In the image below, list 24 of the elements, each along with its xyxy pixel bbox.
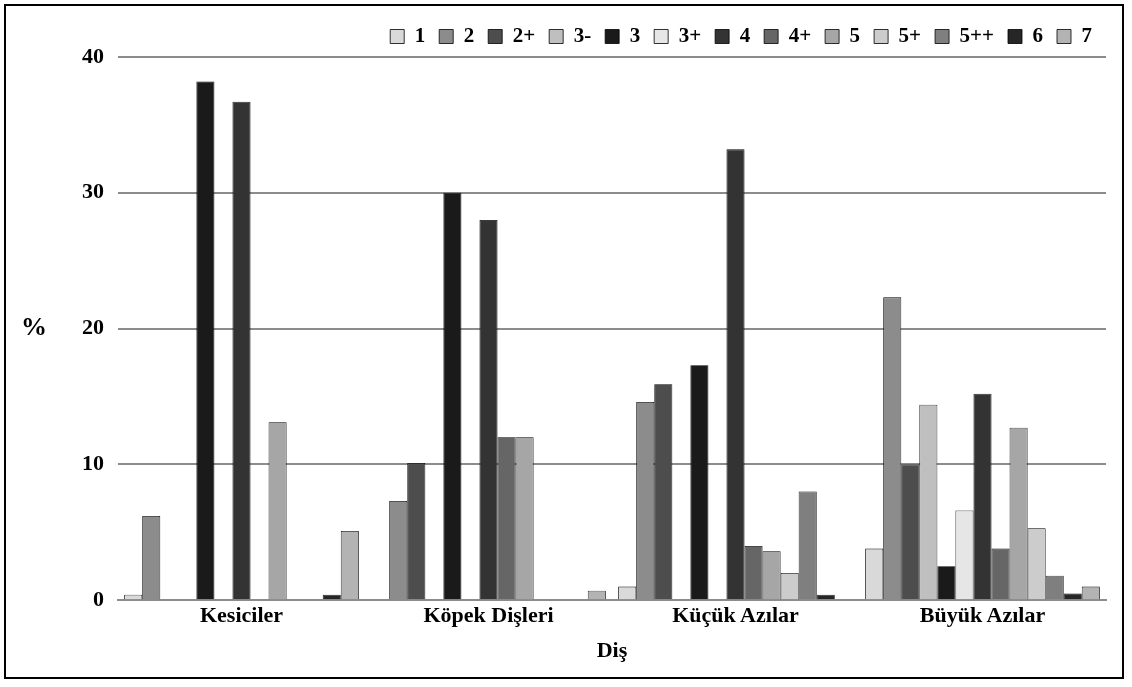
y-tick-label: 0 (93, 585, 104, 611)
legend-label: 5+ (898, 22, 922, 47)
legend-label: 1 (414, 22, 426, 47)
y-tick-label: 20 (82, 314, 104, 340)
legend-label: 4 (739, 22, 751, 47)
y-tick-label: 30 (82, 178, 104, 204)
y-tick-label: 40 (82, 42, 104, 68)
legend-label: 7 (1081, 22, 1092, 47)
x-tick-label: Büyük Azılar (919, 602, 1046, 628)
legend-label: 6 (1032, 22, 1043, 47)
legend-label: 3- (573, 22, 592, 47)
legend-label: 2 (463, 22, 475, 47)
x-tick-label: Köpek Dişleri (423, 602, 554, 628)
x-tick-label: Kesiciler (199, 602, 284, 628)
legend-label: 5++ (959, 22, 994, 47)
legend-label: 5 (849, 22, 861, 47)
legend-label: 3 (629, 22, 641, 47)
y-tick-label: 10 (82, 450, 104, 476)
legend-label: 4+ (788, 22, 812, 47)
legend-label: 2+ (512, 22, 536, 47)
x-axis-title: Diş (596, 637, 628, 663)
legend-label: 3+ (678, 22, 702, 47)
x-tick-label: Küçük Azılar (672, 602, 799, 628)
y-axis-title: % (21, 312, 47, 342)
